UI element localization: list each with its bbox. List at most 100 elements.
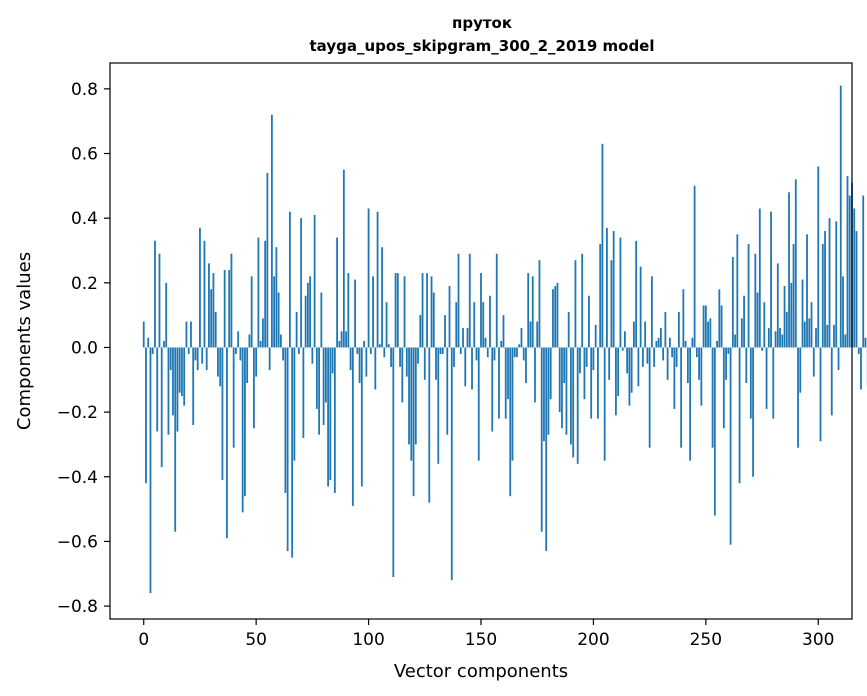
bar-4: [151, 347, 154, 354]
bar-98: [363, 341, 365, 348]
bar-202: [597, 347, 599, 419]
bar-199: [590, 347, 593, 419]
bar-146: [471, 347, 473, 390]
bar-52: [259, 341, 262, 348]
bar-25: [199, 227, 201, 348]
bar-55: [266, 172, 269, 348]
bar-72: [304, 295, 307, 348]
bar-231: [662, 347, 665, 361]
bar-151: [482, 302, 485, 348]
bar-258: [722, 347, 725, 429]
bar-223: [644, 321, 647, 348]
bar-51: [257, 237, 260, 348]
bar-194: [579, 347, 581, 374]
bar-137: [450, 347, 453, 581]
bar-43: [239, 347, 242, 361]
bar-253: [711, 347, 714, 448]
bar-138: [453, 347, 455, 367]
bar-81: [324, 347, 327, 403]
bar-169: [522, 347, 525, 361]
bar-49: [253, 347, 255, 429]
x-tick-label: 250: [690, 630, 722, 650]
bar-63: [284, 347, 287, 493]
bar-114: [399, 347, 401, 367]
x-tick-label: 100: [352, 630, 384, 650]
bar-71: [302, 347, 305, 438]
bar-97: [360, 347, 363, 487]
bar-185: [558, 347, 561, 413]
bar-136: [448, 286, 451, 348]
bar-140: [457, 253, 460, 348]
bar-166: [516, 347, 518, 358]
bar-179: [545, 347, 548, 552]
bar-309: [837, 347, 840, 371]
bar-86: [336, 237, 338, 348]
bar-271: [752, 347, 754, 477]
bar-226: [650, 276, 653, 348]
bar-3: [149, 347, 152, 594]
bar-30: [210, 289, 213, 348]
bar-254: [713, 347, 716, 516]
bar-208: [610, 260, 613, 348]
bar-245: [693, 185, 696, 348]
bar-280: [772, 347, 775, 419]
x-tick-label: 300: [802, 630, 834, 650]
x-axis-label: Vector components: [394, 661, 568, 682]
bar-318: [857, 347, 860, 354]
bar-117: [405, 347, 408, 377]
bar-46: [246, 347, 249, 384]
bar-206: [606, 227, 608, 348]
bar-131: [437, 347, 440, 464]
bar-270: [749, 347, 752, 419]
bar-290: [794, 179, 797, 348]
bar-59: [275, 247, 278, 348]
bar-228: [655, 341, 658, 348]
bar-298: [812, 347, 815, 377]
bar-156: [493, 347, 496, 361]
bar-20: [187, 347, 190, 354]
bar-235: [671, 347, 674, 358]
bar-79: [320, 292, 323, 348]
bar-213: [621, 347, 624, 351]
bar-83: [329, 347, 332, 480]
bar-38: [228, 269, 231, 348]
bar-293: [801, 279, 804, 348]
bar-23: [194, 347, 197, 361]
bar-236: [673, 347, 676, 409]
bar-174: [534, 347, 536, 403]
bar-183: [554, 286, 557, 348]
bar-240: [682, 289, 685, 348]
bar-246: [695, 347, 698, 358]
bar-217: [630, 347, 633, 393]
bar-135: [446, 347, 449, 435]
bar-220: [637, 347, 640, 387]
bar-56: [268, 347, 271, 371]
y-tick-label: −0.4: [57, 468, 98, 488]
bar-69: [297, 347, 300, 354]
bar-95: [356, 347, 359, 354]
bar-102: [372, 276, 374, 348]
bar-238: [677, 311, 680, 348]
bar-229: [657, 337, 660, 348]
bar-78: [318, 347, 321, 435]
bar-165: [513, 347, 516, 358]
bar-289: [792, 244, 795, 348]
bar-269: [747, 244, 750, 348]
bar-87: [338, 341, 341, 348]
bar-211: [617, 347, 620, 396]
bar-2: [147, 337, 150, 348]
bar-295: [806, 234, 808, 348]
bar-221: [639, 266, 642, 348]
bar-299: [815, 328, 817, 348]
bar-207: [608, 347, 611, 380]
bar-5: [154, 240, 156, 348]
bar-75: [311, 347, 314, 364]
bar-265: [738, 347, 741, 484]
bar-237: [675, 347, 678, 367]
bar-243: [689, 347, 692, 461]
bar-196: [583, 347, 586, 400]
y-tick-label: 0.8: [71, 80, 98, 100]
bar-88: [340, 331, 343, 348]
bar-28: [205, 347, 208, 371]
